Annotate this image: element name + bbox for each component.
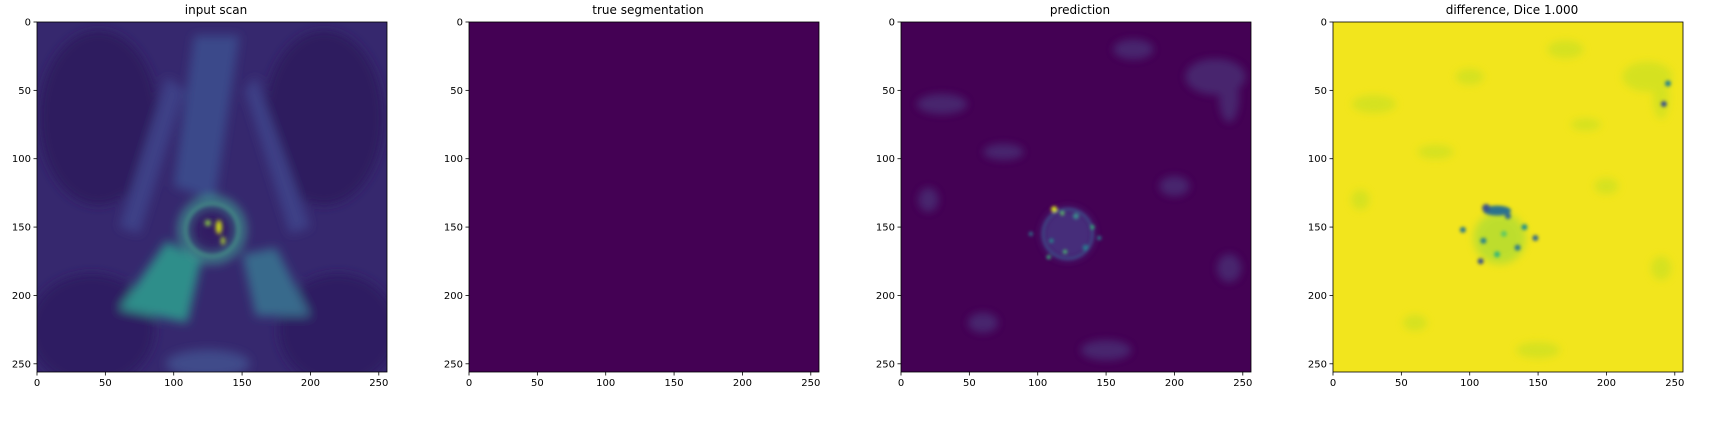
panel-prediction: prediction 0 50 100 150 200 250 0 50 100 150 200 25… — [864, 0, 1296, 432]
y-tick-label: 150 — [12, 223, 31, 234]
x-tick-label: 250 — [1665, 378, 1684, 389]
y-tick-label: 250 — [1308, 359, 1327, 370]
y-tick-label: 50 — [18, 86, 31, 97]
axes-frame — [1332, 21, 1684, 373]
y-tick-label: 250 — [444, 359, 463, 370]
x-tick-label: 250 — [1233, 378, 1252, 389]
panel-title: true segmentation — [592, 3, 704, 17]
y-tick-label: 250 — [876, 359, 895, 370]
y-tick-label: 200 — [444, 291, 463, 302]
y-tick-label: 200 — [12, 291, 31, 302]
y-tick-label: 100 — [12, 154, 31, 165]
y-tick-label: 150 — [1308, 223, 1327, 234]
axes-frame — [900, 21, 1252, 373]
x-tick-label: 0 — [34, 378, 40, 389]
y-tick-label: 0 — [25, 18, 31, 29]
axes-frame — [468, 21, 820, 373]
x-tick-label: 150 — [1529, 378, 1548, 389]
y-tick-label: 0 — [1321, 18, 1327, 29]
y-tick-label: 250 — [12, 359, 31, 370]
y-tick-label: 0 — [457, 18, 463, 29]
x-tick-label: 150 — [233, 378, 252, 389]
x-tick-label: 150 — [1097, 378, 1116, 389]
panel-title: difference, Dice 1.000 — [1445, 3, 1579, 17]
y-tick-label: 150 — [444, 223, 463, 234]
x-tick-label: 100 — [596, 378, 615, 389]
y-tick-label: 100 — [876, 154, 895, 165]
y-tick-label: 50 — [882, 86, 895, 97]
axes-frame — [36, 21, 388, 373]
y-tick-label: 0 — [889, 18, 895, 29]
panel-title: prediction — [1049, 3, 1111, 17]
x-tick-label: 200 — [1597, 378, 1616, 389]
x-tick-label: 200 — [301, 378, 320, 389]
x-tick-label: 250 — [369, 378, 388, 389]
x-tick-label: 0 — [466, 378, 472, 389]
y-tick-label: 100 — [444, 154, 463, 165]
x-tick-label: 200 — [1165, 378, 1184, 389]
panel-title: input scan — [184, 3, 248, 17]
y-tick-label: 200 — [1308, 291, 1327, 302]
y-tick-label: 200 — [876, 291, 895, 302]
x-tick-label: 50 — [1395, 378, 1408, 389]
x-tick-label: 100 — [164, 378, 183, 389]
x-tick-label: 250 — [801, 378, 820, 389]
y-tick-label: 50 — [1314, 86, 1327, 97]
image-content — [469, 22, 819, 372]
image-content — [1333, 22, 1683, 372]
panel-true-segmentation: true segmentation 0 50 100 150 200 250 0 50 100 1… — [432, 0, 864, 432]
x-tick-label: 150 — [665, 378, 684, 389]
panel-difference: difference, Dice 1.000 0 50 100 150 200 250 0 5… — [1296, 0, 1728, 432]
x-tick-label: 100 — [1028, 378, 1047, 389]
y-tick-label: 150 — [876, 223, 895, 234]
x-tick-label: 100 — [1460, 378, 1479, 389]
x-tick-label: 0 — [1330, 378, 1336, 389]
y-tick-label: 100 — [1308, 154, 1327, 165]
image-content — [901, 22, 1251, 372]
x-tick-label: 50 — [531, 378, 544, 389]
panel-input-scan: input scan 0 50 100 150 200 250 0 50 100 150 200 25… — [0, 0, 432, 432]
x-tick-label: 50 — [963, 378, 976, 389]
x-tick-label: 200 — [733, 378, 752, 389]
x-tick-label: 50 — [99, 378, 112, 389]
image-content — [37, 22, 387, 372]
x-tick-label: 0 — [898, 378, 904, 389]
y-tick-label: 50 — [450, 86, 463, 97]
